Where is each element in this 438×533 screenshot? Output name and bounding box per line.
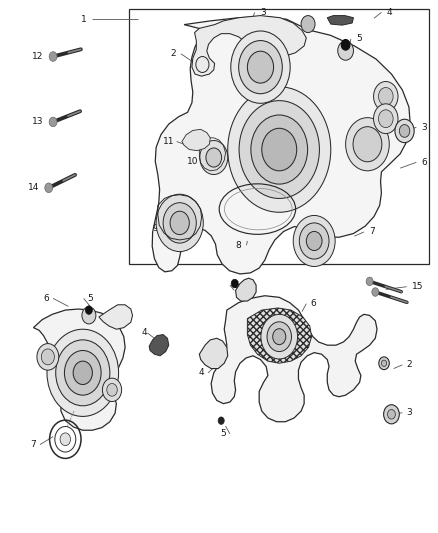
Circle shape (247, 51, 274, 83)
Text: 15: 15 (412, 282, 424, 291)
Polygon shape (199, 338, 228, 368)
Text: 5: 5 (233, 280, 239, 289)
Text: 3: 3 (406, 408, 412, 417)
Circle shape (341, 39, 350, 50)
Circle shape (231, 279, 238, 288)
Circle shape (64, 351, 101, 395)
Polygon shape (99, 305, 133, 329)
Circle shape (49, 117, 57, 127)
Circle shape (346, 118, 389, 171)
Circle shape (85, 306, 92, 314)
Circle shape (374, 82, 398, 111)
Circle shape (299, 223, 329, 259)
Text: 6: 6 (310, 299, 316, 308)
Circle shape (37, 344, 59, 370)
Text: 4: 4 (386, 8, 392, 17)
Circle shape (261, 314, 297, 359)
Text: 4: 4 (199, 368, 205, 377)
Text: 10: 10 (187, 157, 198, 166)
Text: 2: 2 (170, 50, 176, 58)
Circle shape (379, 357, 389, 369)
Circle shape (102, 378, 122, 401)
Circle shape (395, 119, 414, 143)
Polygon shape (149, 335, 169, 356)
Circle shape (218, 417, 224, 424)
Circle shape (60, 433, 71, 446)
Polygon shape (33, 309, 125, 430)
Polygon shape (182, 130, 210, 151)
Circle shape (47, 329, 119, 416)
Text: 3: 3 (421, 123, 427, 132)
Polygon shape (236, 278, 256, 301)
Text: 5: 5 (220, 430, 226, 439)
Circle shape (206, 148, 222, 167)
Circle shape (306, 231, 322, 251)
Circle shape (56, 340, 110, 406)
Text: 7: 7 (369, 228, 374, 237)
Circle shape (262, 128, 297, 171)
Circle shape (273, 329, 286, 345)
Text: 6: 6 (421, 158, 427, 167)
Polygon shape (192, 15, 306, 76)
Circle shape (239, 41, 283, 94)
Circle shape (372, 288, 379, 296)
Circle shape (374, 104, 398, 134)
Circle shape (399, 125, 410, 138)
Text: 6: 6 (44, 294, 49, 303)
Text: 13: 13 (32, 117, 43, 126)
Circle shape (200, 141, 228, 174)
Circle shape (228, 87, 331, 212)
Circle shape (267, 322, 291, 352)
Circle shape (366, 277, 373, 286)
Circle shape (170, 211, 189, 235)
Circle shape (301, 15, 315, 33)
Polygon shape (152, 17, 410, 274)
Text: 3: 3 (260, 8, 265, 17)
Circle shape (73, 361, 92, 384)
Circle shape (45, 183, 53, 192)
Polygon shape (247, 308, 311, 364)
Circle shape (378, 110, 393, 127)
Text: 9: 9 (153, 224, 159, 233)
Circle shape (156, 194, 203, 252)
Circle shape (353, 127, 382, 162)
Circle shape (251, 115, 307, 184)
Text: 5: 5 (356, 35, 362, 44)
Polygon shape (327, 15, 353, 25)
Circle shape (41, 349, 54, 365)
Circle shape (239, 101, 319, 198)
Circle shape (293, 215, 335, 266)
Text: 14: 14 (28, 183, 39, 192)
Text: 5: 5 (87, 294, 93, 303)
Bar (130, 9, 428, 264)
Text: 2: 2 (406, 360, 412, 369)
Circle shape (381, 360, 387, 367)
Polygon shape (211, 296, 377, 422)
Circle shape (378, 87, 393, 106)
Text: 4: 4 (141, 328, 147, 337)
Text: 1: 1 (81, 15, 87, 24)
Circle shape (49, 52, 57, 61)
Circle shape (82, 307, 96, 324)
Text: 8: 8 (236, 241, 241, 250)
Circle shape (163, 203, 196, 243)
Circle shape (388, 409, 396, 419)
Circle shape (384, 405, 399, 424)
Circle shape (107, 383, 117, 396)
Text: 12: 12 (32, 52, 43, 61)
Text: 7: 7 (31, 440, 36, 449)
Circle shape (231, 31, 290, 103)
Circle shape (338, 41, 353, 60)
Text: 11: 11 (163, 137, 174, 146)
